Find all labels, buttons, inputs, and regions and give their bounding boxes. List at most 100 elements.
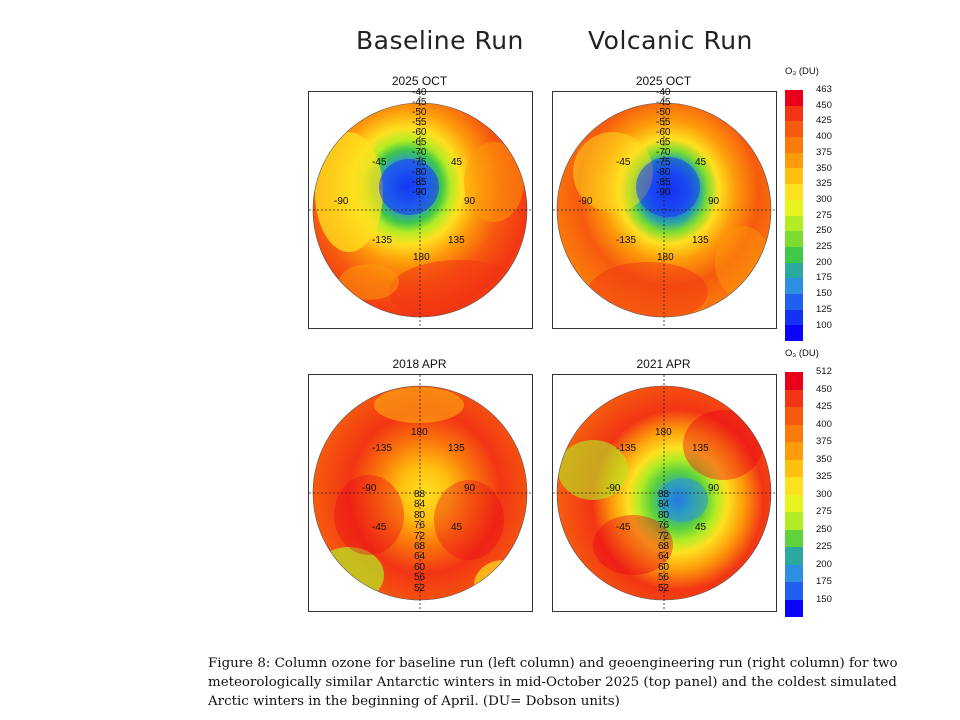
colorbar-bottom-swatch (785, 494, 803, 512)
colorbar-bottom-tick: 350 (816, 453, 832, 465)
colorbar-top-tick: 200 (816, 256, 832, 268)
colorbar-top-tick: 300 (816, 193, 832, 205)
lat-label: -70 (656, 147, 671, 158)
lon-label: 180 (655, 427, 672, 438)
lat-label: -55 (412, 117, 427, 128)
colorbar-top-tick: 425 (816, 115, 832, 127)
lon-label: 180 (413, 252, 430, 263)
lon-label: -135 (372, 443, 393, 454)
lat-label: -65 (412, 137, 427, 148)
colorbar-bottom-tick: 250 (816, 523, 832, 535)
lat-label: 84 (414, 499, 426, 511)
lon-label: 90 (464, 483, 476, 494)
lat-label: 80 (658, 509, 670, 521)
colorbar-top-swatch (785, 231, 803, 247)
lon-label: 135 (692, 235, 709, 246)
lon-label: 180 (657, 252, 674, 263)
lat-label: 64 (414, 551, 426, 563)
lon-label: 135 (448, 235, 465, 246)
colorbar-top-tick: 225 (816, 241, 832, 252)
lat-label: -90 (412, 187, 427, 198)
lat-label: 68 (414, 541, 426, 552)
colorbar-bottom-tick: 425 (816, 401, 832, 412)
lat-label: 68 (658, 541, 670, 552)
lat-label: -45 (412, 97, 427, 108)
lat-label: 52 (658, 582, 670, 594)
colorbar-bottom-swatch (785, 442, 803, 460)
colorbar-bottom-swatch (785, 459, 803, 477)
lon-label: -90 (362, 483, 377, 494)
figure-caption: Figure 8: Column ozone for baseline run … (208, 656, 898, 709)
lat-label: -75 (656, 157, 671, 168)
colorbar-bottom-tick: 375 (816, 436, 832, 447)
colorbar-top-tick: 250 (816, 225, 832, 237)
lat-label: 56 (414, 572, 426, 584)
lon-label: -135 (372, 235, 393, 246)
colorbar-bottom-tick: 325 (816, 471, 832, 482)
lat-label: -80 (412, 167, 427, 178)
map-volcanic-2021-apr (552, 374, 777, 612)
lon-label: 135 (692, 443, 709, 454)
lat-label: 72 (414, 530, 426, 542)
lon-label: 90 (464, 196, 476, 207)
colorbar-bottom-swatch (785, 547, 803, 565)
lat-label: 88 (414, 489, 426, 500)
colorbar-bottom-swatch (785, 564, 803, 582)
colorbar-top-swatch (785, 137, 803, 153)
colorbar-top-tick: 275 (816, 209, 832, 221)
lon-label: 90 (708, 483, 720, 494)
colorbar-bottom (785, 372, 803, 617)
colorbar-top-label: O₃ (DU) (785, 66, 819, 77)
map-baseline-2025-oct (308, 91, 533, 329)
panel-title-volcanic-oct: 2025 OCT (635, 74, 692, 88)
colorbar-top-swatch (785, 152, 803, 169)
lon-label: -135 (616, 443, 637, 454)
colorbar-top-tick: 450 (816, 99, 832, 111)
lat-label: -90 (656, 187, 671, 198)
map-baseline-2018-apr (308, 374, 533, 612)
lon-label: -45 (616, 157, 631, 168)
colorbar-bottom-swatch (785, 389, 803, 407)
colorbar-bottom-tick: 150 (816, 593, 832, 605)
lon-label: 45 (695, 522, 707, 533)
colorbar-bottom-tick: 275 (816, 506, 832, 517)
lat-label: 80 (414, 509, 426, 521)
colorbar-top-swatch (785, 215, 803, 232)
colorbar-bottom-swatch (785, 424, 803, 442)
colorbar-bottom-swatch (785, 529, 803, 547)
colorbar-top-swatch (785, 246, 803, 263)
lat-label: 76 (658, 520, 670, 532)
lat-label: -85 (656, 177, 671, 188)
volcanic-run-header: Volcanic Run (588, 26, 753, 55)
lat-label: -40 (656, 87, 671, 98)
colorbar-top-tick: 350 (816, 162, 832, 174)
colorbar-bottom-swatch (785, 582, 803, 600)
lat-label: 56 (658, 572, 670, 584)
colorbar-bottom-swatch (785, 512, 803, 530)
lat-label: 60 (658, 561, 670, 573)
colorbar-top-tick: 175 (816, 272, 832, 284)
lat-label: -45 (656, 97, 671, 108)
lon-label: -45 (616, 522, 631, 533)
lat-label: -80 (656, 167, 671, 178)
lat-label: 76 (414, 520, 426, 532)
colorbar-bottom-swatch (785, 477, 803, 495)
colorbar-top (785, 90, 803, 341)
colorbar-top-swatch (785, 168, 803, 185)
lon-label: -90 (578, 196, 593, 207)
lon-label: -90 (606, 483, 621, 494)
lon-label: -45 (372, 157, 387, 168)
panel-title-baseline-apr: 2018 APR (392, 357, 447, 371)
colorbar-bottom-swatch (785, 372, 803, 390)
colorbar-top-tick: 325 (816, 178, 832, 190)
colorbar-top-tick: 125 (816, 303, 832, 315)
colorbar-top-swatch (785, 293, 803, 310)
lon-label: -135 (616, 235, 637, 246)
lat-label: -65 (656, 137, 671, 148)
lon-label: 180 (411, 427, 428, 438)
colorbar-bottom-tick: 400 (816, 418, 832, 430)
colorbar-top-tick: 150 (816, 288, 832, 300)
lat-label: -70 (412, 147, 427, 158)
lat-label: 72 (658, 530, 670, 542)
colorbar-bottom-tick: 450 (816, 383, 832, 395)
